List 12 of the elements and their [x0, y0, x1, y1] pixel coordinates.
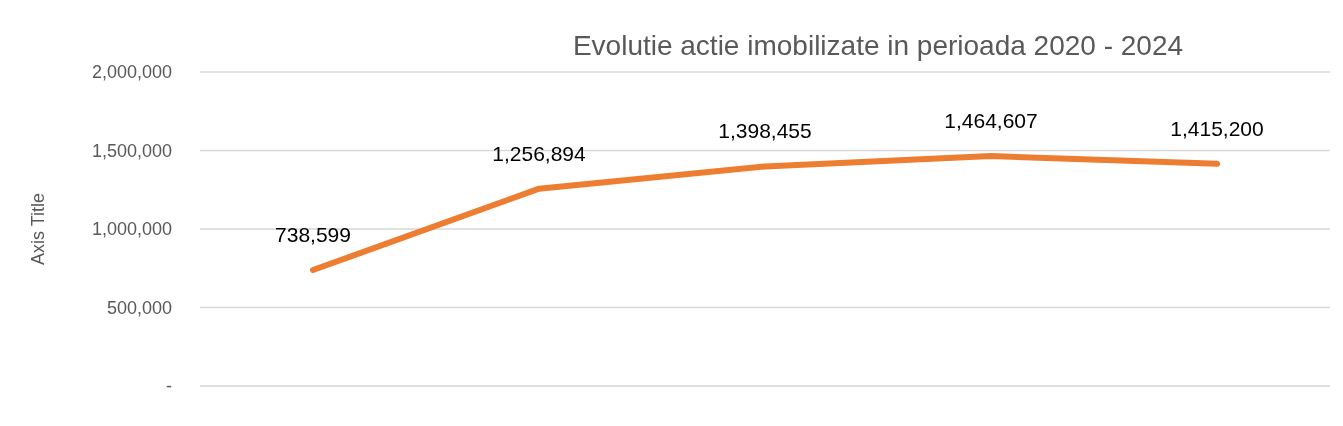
y-tick-label: 1,500,000 [91, 140, 172, 161]
data-label: 738,599 [275, 223, 351, 247]
y-tick-label: 2,000,000 [91, 62, 172, 83]
data-label: 1,464,607 [944, 109, 1038, 133]
chart-title: Evolutie actie imobilizate in perioada 2020 - 2024 [571, 30, 1185, 62]
y-tick-label: 1,000,000 [91, 219, 172, 240]
y-axis-title: Axis Title [28, 192, 49, 266]
y-tick-label: 500,000 [106, 297, 172, 318]
data-label: 1,398,455 [718, 119, 812, 143]
data-label: 1,256,894 [492, 141, 587, 165]
y-tick-label: - [166, 376, 172, 397]
data-label: 1,415,200 [1170, 116, 1264, 140]
